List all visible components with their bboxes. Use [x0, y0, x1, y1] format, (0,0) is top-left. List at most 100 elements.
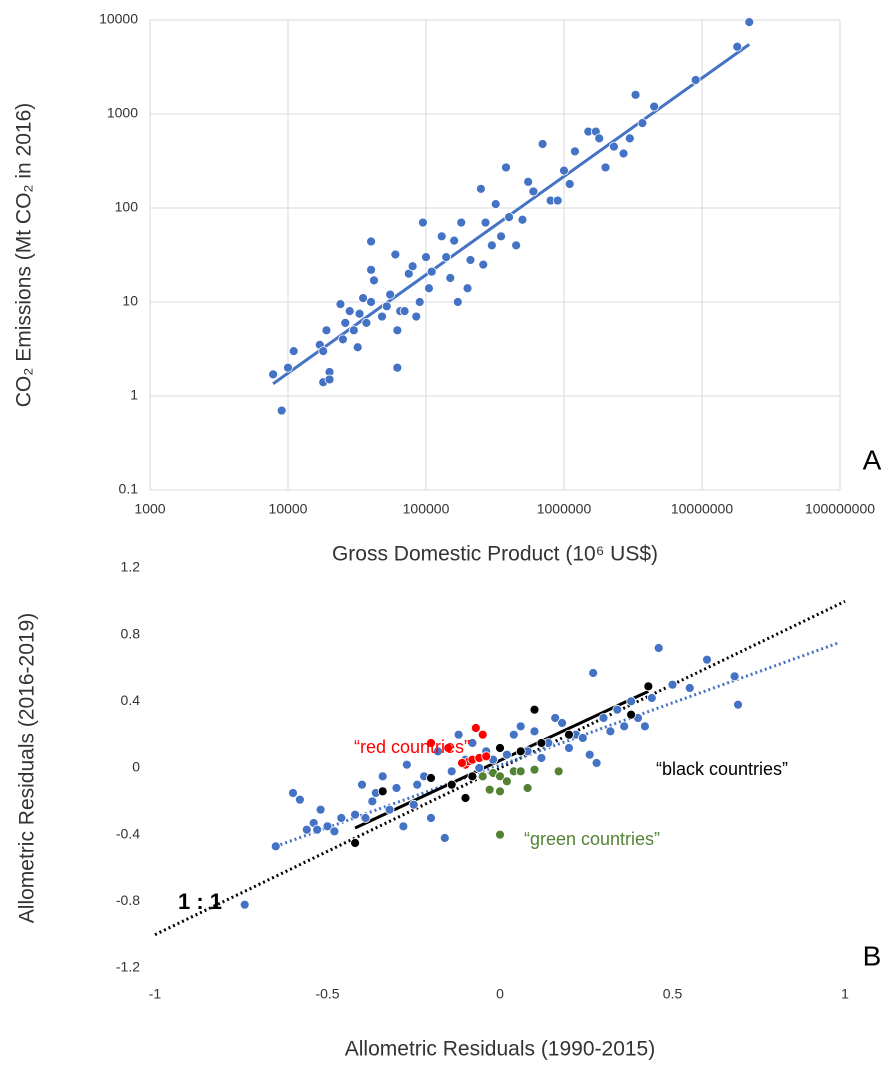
- trend-line: [354, 689, 649, 830]
- x-tick-label: 0.5: [663, 986, 683, 1002]
- point: [536, 753, 547, 763]
- point: [480, 217, 491, 228]
- point: [477, 729, 488, 740]
- point: [495, 829, 505, 840]
- point: [591, 758, 602, 768]
- point: [508, 729, 519, 740]
- point: [511, 240, 522, 251]
- point: [315, 804, 326, 815]
- point: [424, 283, 434, 294]
- point: [630, 89, 641, 100]
- point: [460, 793, 471, 803]
- point: [352, 342, 363, 353]
- point: [446, 766, 457, 777]
- point: [322, 821, 333, 832]
- x-tick-label: -1: [149, 986, 162, 1002]
- y-tick-label: 1: [130, 387, 138, 403]
- point: [523, 176, 534, 187]
- point: [276, 405, 287, 416]
- y-tick-label: 0.8: [121, 625, 141, 641]
- x-tick-label: -0.5: [315, 986, 339, 1002]
- point: [570, 146, 580, 157]
- y-tick-label: -0.4: [116, 825, 140, 841]
- point: [283, 362, 293, 373]
- point: [361, 317, 372, 328]
- panel-label: A: [863, 444, 882, 475]
- point: [640, 721, 650, 732]
- point: [501, 776, 512, 787]
- point: [600, 162, 611, 173]
- point: [412, 779, 423, 790]
- point: [318, 346, 329, 357]
- point: [637, 118, 648, 129]
- x-tick-label: 100000000: [805, 501, 875, 517]
- point: [324, 374, 335, 385]
- x-tick-label: 100000: [403, 501, 450, 517]
- point: [495, 786, 505, 797]
- point: [377, 786, 388, 797]
- point: [609, 141, 619, 152]
- point: [294, 794, 305, 805]
- point: [288, 788, 298, 798]
- y-tick-label: 1000: [107, 105, 138, 121]
- point: [414, 297, 425, 307]
- point: [667, 679, 678, 690]
- x-tick-label: 1: [841, 986, 849, 1002]
- point: [369, 275, 379, 286]
- x-tick-label: 10000: [269, 501, 308, 517]
- point: [358, 293, 368, 304]
- point: [550, 713, 561, 723]
- point: [384, 804, 395, 815]
- point: [744, 17, 755, 27]
- point: [536, 738, 547, 748]
- point: [354, 308, 365, 319]
- point: [490, 199, 501, 210]
- point: [360, 813, 371, 823]
- point: [529, 764, 540, 775]
- line-label: 1 : 1: [178, 889, 222, 914]
- point: [588, 668, 599, 678]
- y-axis-label: Allometric Residuals (2016-2019): [16, 613, 39, 923]
- point: [528, 186, 539, 197]
- point: [619, 721, 630, 732]
- point: [584, 749, 595, 760]
- point: [702, 654, 712, 665]
- point: [646, 693, 657, 703]
- point: [385, 289, 396, 300]
- point: [335, 299, 346, 309]
- point: [270, 841, 281, 852]
- point: [348, 325, 359, 336]
- point: [338, 334, 348, 345]
- point: [377, 771, 388, 782]
- point: [474, 763, 485, 773]
- x-tick-label: 1000000: [537, 501, 592, 517]
- point: [501, 749, 512, 760]
- point: [426, 266, 437, 277]
- point: [529, 704, 540, 715]
- point: [390, 249, 401, 260]
- point: [421, 252, 431, 263]
- point: [366, 297, 376, 307]
- point: [381, 301, 392, 312]
- point: [564, 743, 574, 753]
- point: [618, 148, 629, 159]
- point: [504, 212, 514, 223]
- y-tick-label: 100: [115, 199, 139, 215]
- point: [732, 41, 743, 52]
- point: [268, 369, 279, 380]
- y-tick-label: 0.4: [121, 692, 141, 708]
- point: [399, 306, 410, 317]
- point: [336, 813, 347, 823]
- point: [496, 231, 506, 242]
- point: [559, 165, 569, 176]
- point: [432, 746, 443, 757]
- point: [239, 899, 250, 910]
- y-tick-label: 0: [132, 759, 140, 775]
- point: [449, 235, 460, 246]
- point: [436, 231, 447, 242]
- y-tick-label: 1.2: [121, 559, 141, 575]
- point: [452, 297, 463, 307]
- point: [626, 709, 636, 720]
- point: [457, 758, 467, 768]
